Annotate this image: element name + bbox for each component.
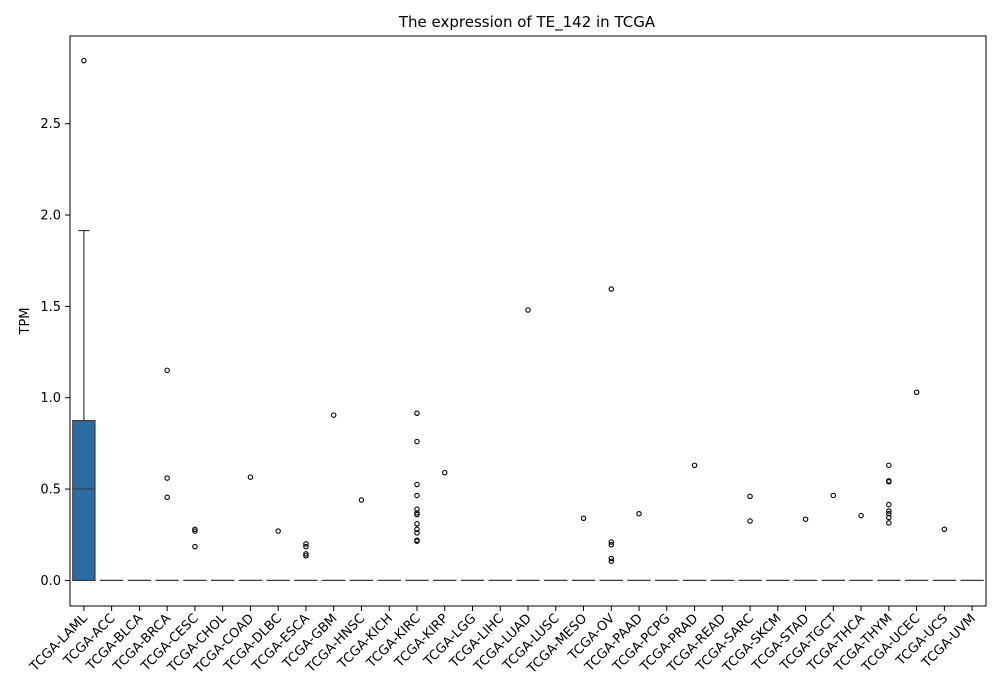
outlier-point — [303, 551, 309, 557]
outlier-point — [608, 555, 615, 562]
outlier-point — [441, 469, 448, 476]
outlier-point — [303, 553, 309, 559]
outlier-point — [192, 526, 198, 533]
outlier-point — [525, 307, 531, 313]
outlier-point — [414, 506, 420, 512]
box-TCGA-KIRC — [405, 410, 429, 582]
y-tick-label: 1.0 — [40, 391, 61, 406]
outlier-point — [414, 521, 420, 527]
outlier-point — [81, 57, 87, 64]
box-TCGA-THCA — [849, 512, 873, 582]
y-axis-label: TPM — [18, 308, 33, 336]
y-tick-label: 1.5 — [40, 300, 61, 315]
y-axis: 0.0 0.5 1.0 1.5 2.0 2.5 — [40, 117, 70, 589]
outlier-point — [164, 494, 170, 501]
outlier-point — [414, 526, 420, 533]
outlier-point — [913, 389, 920, 395]
box-TCGA-MESO — [571, 515, 596, 582]
outlier-point — [164, 367, 170, 374]
outlier-point — [691, 462, 698, 469]
outlier-point — [275, 528, 281, 534]
box-TCGA-THYM — [877, 462, 901, 582]
outlier-point — [414, 410, 420, 417]
outlier-point — [802, 516, 809, 522]
outlier-point — [747, 493, 753, 500]
outlier-point — [303, 543, 309, 550]
box-body — [72, 419, 96, 582]
box-TCGA-GBM — [321, 412, 346, 582]
outlier-point — [580, 515, 587, 522]
outlier-point — [886, 501, 892, 508]
box-TCGA-DLBC — [266, 528, 290, 582]
outlier-point — [858, 512, 864, 519]
box-TCGA-UCS — [932, 526, 957, 582]
outlier-point — [358, 497, 365, 503]
outlier-point — [303, 541, 309, 547]
box-TCGA-LAML — [72, 57, 96, 582]
box-series — [72, 57, 984, 582]
y-tick-label: 2.0 — [40, 209, 61, 224]
y-tick-label: 0.0 — [40, 574, 61, 589]
box-TCGA-KIRP — [433, 469, 457, 582]
chart-title: The expression of TE_142 in TCGA — [398, 13, 656, 32]
outlier-point — [192, 543, 198, 550]
outlier-point — [608, 542, 615, 548]
outlier-point — [414, 492, 420, 499]
plot-frame — [69, 35, 987, 607]
outlier-point — [886, 462, 892, 469]
box-TCGA-HNSC — [349, 497, 374, 582]
outlier-point — [247, 474, 254, 480]
box-TCGA-ESCA — [294, 541, 318, 582]
box-TCGA-PAAD — [627, 510, 651, 582]
outlier-point — [608, 539, 615, 545]
x-axis: TCGA-LAMLTCGA-ACCTCGA-BLCATCGA-BRCATCGA-… — [27, 606, 979, 677]
box-TCGA-LUAD — [516, 307, 540, 582]
box-TCGA-BRCA — [155, 367, 179, 582]
y-tick-label: 0.5 — [40, 483, 61, 498]
outlier-point — [636, 510, 642, 517]
box-TCGA-CESC — [183, 526, 207, 582]
y-tick-label: 2.5 — [40, 117, 61, 132]
box-TCGA-COAD — [238, 474, 263, 582]
outlier-point — [414, 481, 420, 488]
outlier-point — [330, 412, 337, 418]
outlier-point — [886, 520, 892, 526]
outlier-point — [747, 518, 753, 524]
outlier-point — [414, 530, 420, 536]
outlier-point — [830, 492, 837, 499]
outlier-point — [414, 511, 420, 518]
outlier-point — [941, 526, 948, 533]
outlier-point — [886, 510, 892, 517]
outlier-point — [414, 510, 420, 516]
outlier-point — [414, 438, 420, 445]
box-TCGA-OV — [599, 286, 623, 582]
outlier-point — [886, 508, 892, 514]
outlier-point — [886, 514, 892, 521]
box-TCGA-UCEC — [904, 389, 929, 582]
outlier-point — [608, 558, 615, 564]
box-TCGA-PRAD — [682, 462, 707, 582]
outlier-point — [192, 528, 198, 534]
box-TCGA-SARC — [738, 493, 762, 582]
outlier-point — [608, 286, 615, 292]
box-TCGA-STAD — [793, 516, 818, 582]
box-TCGA-TGCT — [821, 492, 846, 582]
outlier-point — [414, 538, 420, 544]
outlier-point — [886, 479, 892, 485]
outlier-point — [164, 475, 170, 481]
